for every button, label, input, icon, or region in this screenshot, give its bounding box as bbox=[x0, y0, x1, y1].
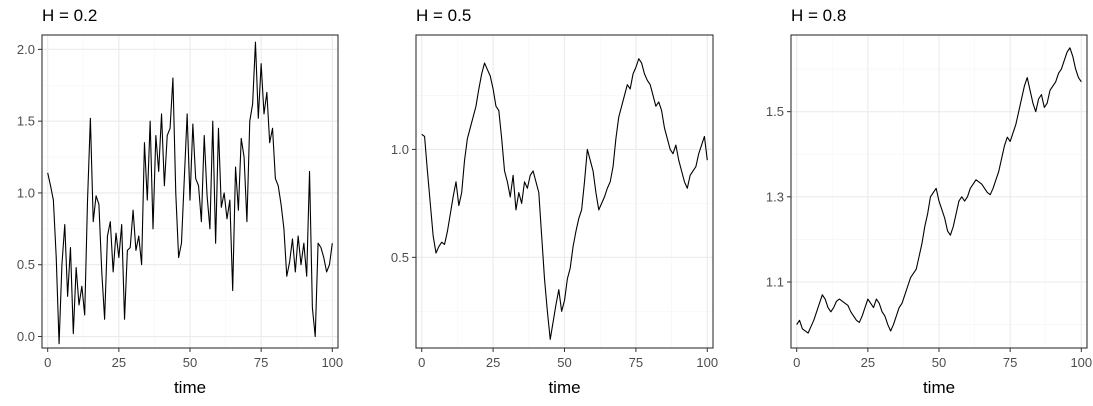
x-tick-label: 75 bbox=[629, 355, 643, 370]
series-line bbox=[796, 47, 1082, 334]
x-tick-label: 75 bbox=[254, 355, 268, 370]
x-tick-label: 50 bbox=[183, 355, 197, 370]
panel-h-0-2: 0 25 50 75 100 0.0 0.5 1.0 1.5 2.0 H = 0.2 time bbox=[17, 6, 343, 397]
x-tick-label: 75 bbox=[1003, 355, 1017, 370]
y-tick-label: 0.5 bbox=[17, 257, 35, 272]
y-tick-label: 1.5 bbox=[766, 104, 784, 119]
x-tick-label: 25 bbox=[486, 355, 500, 370]
panel-title: H = 0.2 bbox=[42, 6, 97, 25]
y-tick-label: 1.1 bbox=[766, 274, 784, 289]
y-tick-label: 1.3 bbox=[766, 189, 784, 204]
series-line bbox=[421, 58, 708, 340]
y-tick-label: 0.5 bbox=[391, 250, 409, 265]
x-tick-label: 50 bbox=[932, 355, 946, 370]
x-tick-label: 25 bbox=[861, 355, 875, 370]
y-tick-label: 1.0 bbox=[391, 142, 409, 157]
x-tick-label: 0 bbox=[44, 355, 51, 370]
panel-title: H = 0.5 bbox=[416, 6, 471, 25]
x-tick-label: 100 bbox=[321, 355, 343, 370]
y-tick-label: 1.5 bbox=[17, 114, 35, 129]
x-tick-label: 0 bbox=[793, 355, 800, 370]
x-tick-label: 25 bbox=[112, 355, 126, 370]
x-axis-title: time bbox=[923, 378, 955, 397]
panel-h-0-8: 0 25 50 75 100 1.1 1.3 1.5 H = 0.8 time bbox=[766, 6, 1092, 397]
x-tick-label: 100 bbox=[1070, 355, 1092, 370]
x-axis-title: time bbox=[174, 378, 206, 397]
x-tick-label: 100 bbox=[696, 355, 718, 370]
y-tick-label: 1.0 bbox=[17, 185, 35, 200]
series-line bbox=[47, 41, 333, 345]
x-axis-title: time bbox=[548, 378, 580, 397]
x-tick-label: 0 bbox=[418, 355, 425, 370]
y-tick-label: 0.0 bbox=[17, 329, 35, 344]
y-tick-label: 2.0 bbox=[17, 42, 35, 57]
x-tick-label: 50 bbox=[557, 355, 571, 370]
panel-title: H = 0.8 bbox=[791, 6, 846, 25]
panel-h-0-5: 0 25 50 75 100 0.5 1.0 H = 0.5 time bbox=[391, 6, 718, 397]
